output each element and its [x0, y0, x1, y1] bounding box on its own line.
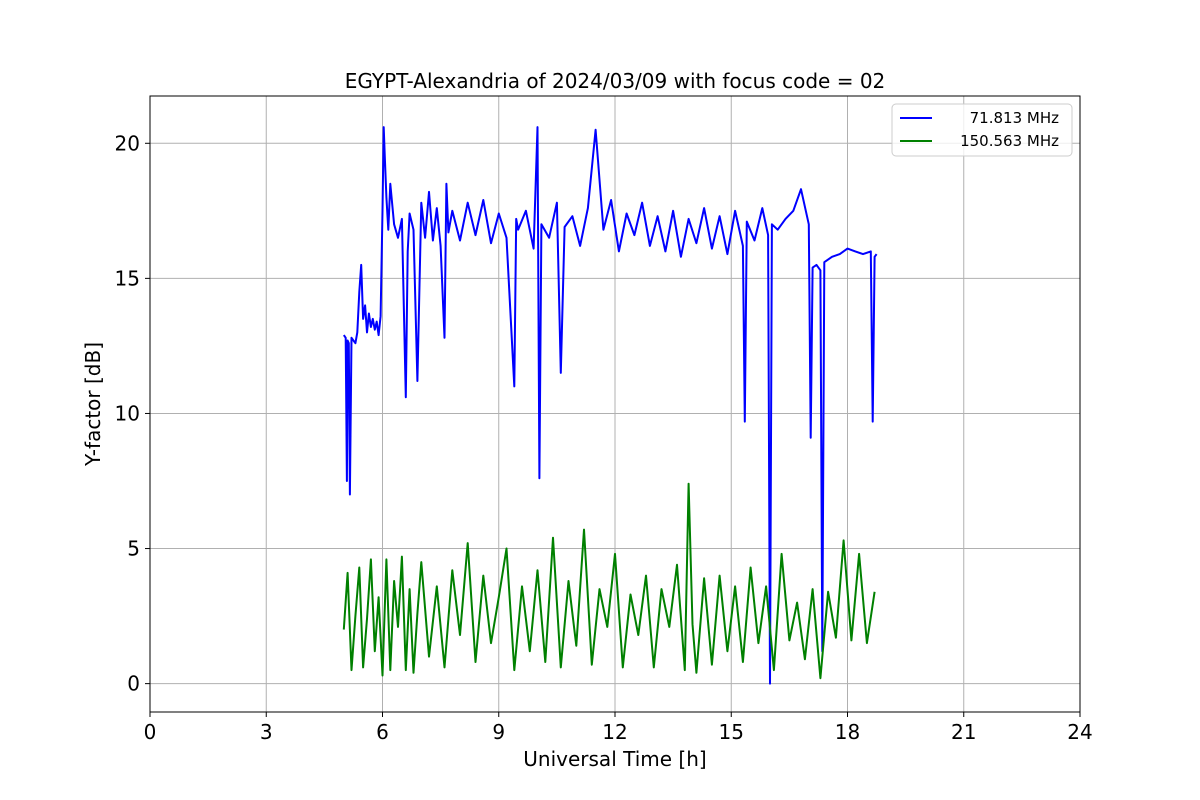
series-line-150mhz [342, 482, 876, 680]
series-layer [342, 126, 878, 685]
y-tick-label: 10 [115, 401, 140, 425]
legend-label: 150.563 MHz [960, 132, 1059, 150]
ticks: 0 3 6 9 12 15 18 21 24 0 5 10 15 20 [115, 131, 1093, 744]
x-tick-label: 0 [144, 720, 157, 744]
x-tick-label: 12 [602, 720, 627, 744]
legend-label: 71.813 MHz [970, 109, 1059, 127]
legend: 71.813 MHz 150.563 MHz [891, 103, 1073, 157]
x-tick-label: 21 [951, 720, 976, 744]
x-tick-label: 24 [1067, 720, 1092, 744]
x-axis-label: Universal Time [h] [523, 747, 706, 771]
x-tick-label: 9 [492, 720, 505, 744]
x-tick-label: 6 [376, 720, 389, 744]
legend-box [891, 103, 1073, 157]
x-tick-label: 18 [835, 720, 860, 744]
y-tick-label: 15 [115, 266, 140, 290]
y-tick-label: 0 [127, 672, 140, 696]
x-tick-label: 3 [260, 720, 273, 744]
y-axis-label: Y-factor [dB] [81, 342, 105, 467]
y-tick-label: 5 [127, 537, 140, 561]
series-line-71mhz [342, 126, 878, 685]
y-tick-label: 20 [115, 131, 140, 155]
chart-title: EGYPT-Alexandria of 2024/03/09 with focu… [345, 69, 886, 93]
x-tick-label: 15 [719, 720, 744, 744]
